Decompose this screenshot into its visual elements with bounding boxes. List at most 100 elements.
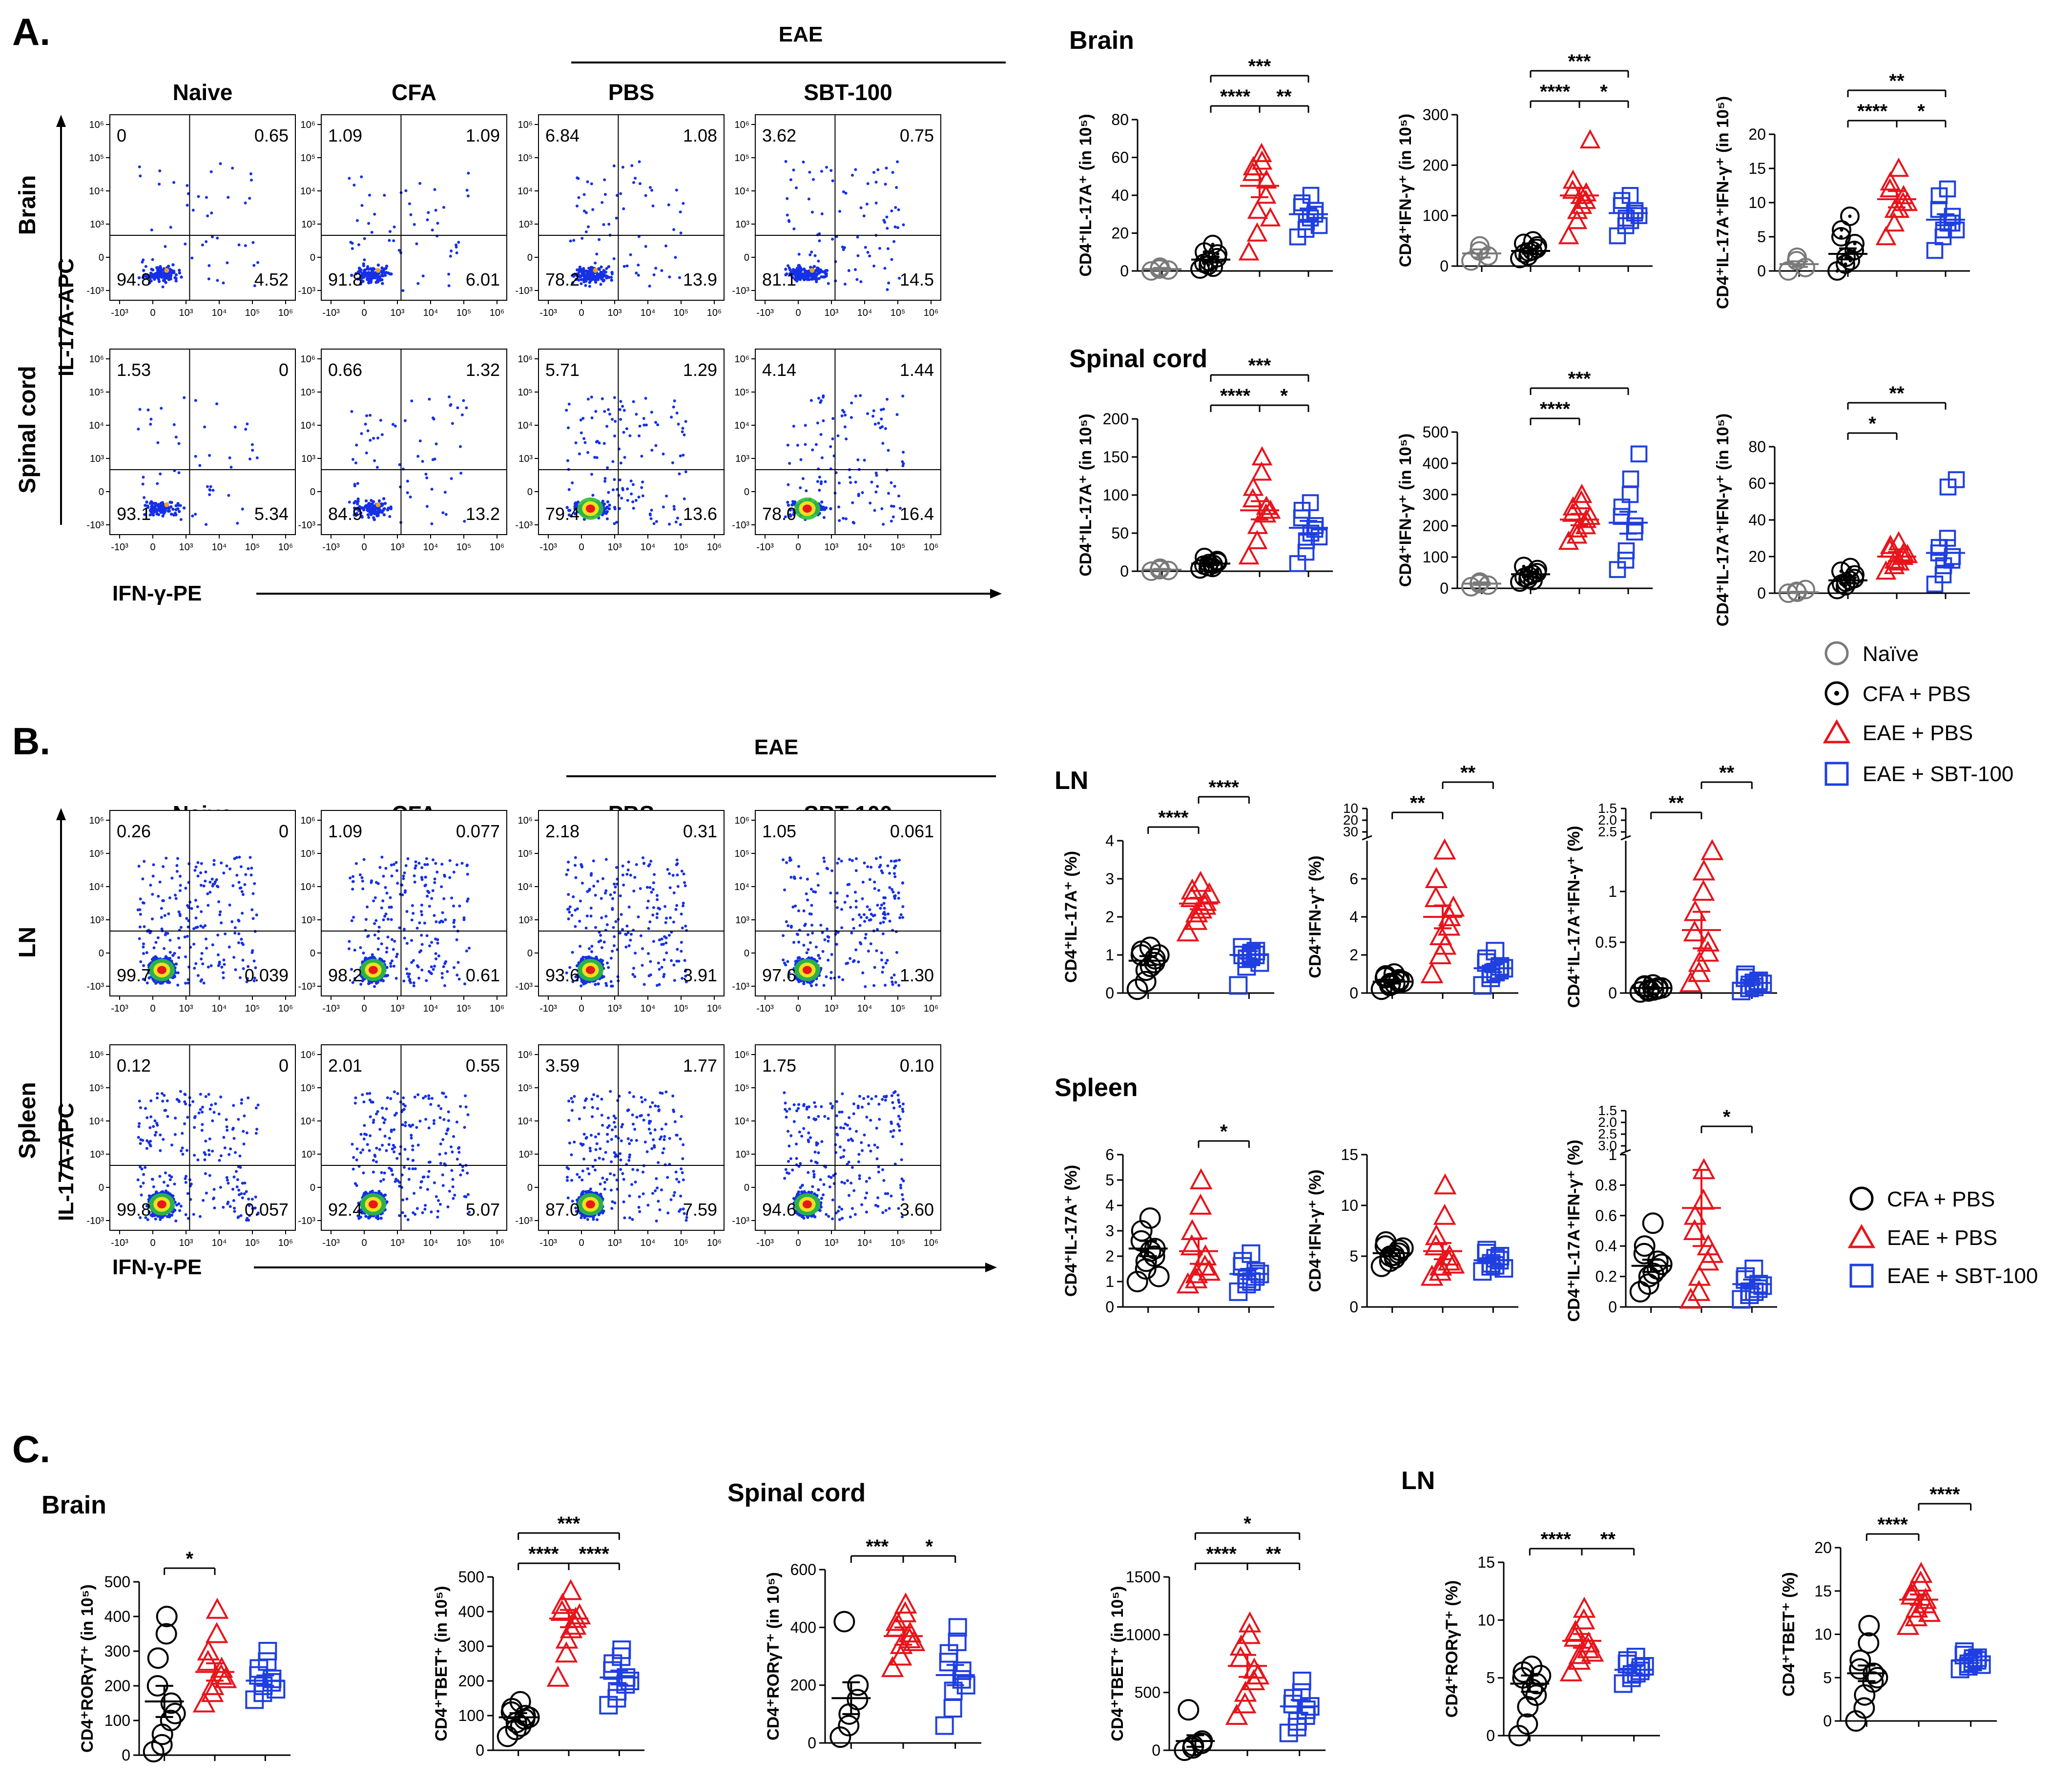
flow-dot <box>356 499 360 503</box>
flow-dot <box>901 460 904 463</box>
flow-dot <box>156 269 160 272</box>
flow-dot <box>621 166 624 169</box>
flow-col-heading-1: CFA <box>392 80 436 105</box>
flow-dot <box>800 272 804 276</box>
flow-y-tick-label: 0 <box>99 948 104 959</box>
flow-dot <box>375 279 379 283</box>
flow-dot <box>580 278 583 281</box>
flow-dot <box>640 486 643 489</box>
flow-dot <box>618 408 622 411</box>
flow-dot <box>586 451 590 454</box>
flow-dot <box>237 881 241 884</box>
flow-dot <box>581 268 585 272</box>
flow-dot <box>589 275 593 279</box>
flow-y-tick-label: -10³ <box>515 286 533 296</box>
flow-dot <box>607 223 611 226</box>
flow-dot <box>600 265 603 269</box>
flow-dot <box>151 268 155 271</box>
flow-dot <box>251 241 255 244</box>
flow-dot <box>199 871 203 874</box>
flow-dot <box>637 263 640 267</box>
flow-dot <box>168 277 172 281</box>
flow-x-tick-label: 10⁶ <box>278 308 293 318</box>
flow-dot <box>583 441 587 444</box>
flow-dot <box>606 500 610 504</box>
flow-dot <box>594 410 598 413</box>
flow-dot <box>641 494 644 497</box>
flow-dot <box>574 441 578 444</box>
flow-dot <box>835 235 838 238</box>
flow-quadrant-ll: 84.9 <box>328 504 362 524</box>
flow-dot <box>787 264 790 268</box>
flow-y-tick-label: 10⁴ <box>89 882 104 892</box>
flow-dot <box>385 270 388 274</box>
flow-dot <box>349 241 352 244</box>
flow-dot <box>359 282 362 286</box>
flow-dot <box>814 443 818 446</box>
flow-y-tick-label: 0 <box>310 252 315 263</box>
flow-dot <box>672 505 676 508</box>
flow-dot <box>169 505 173 509</box>
flow-dot <box>831 437 834 440</box>
flow-dot <box>137 427 140 431</box>
flow-dot <box>210 235 214 239</box>
flow-dot <box>137 865 141 868</box>
flow-dot <box>590 395 593 399</box>
flow-dot <box>813 254 817 257</box>
flow-dot <box>219 910 222 913</box>
flow-dot <box>604 506 608 510</box>
flow-x-tick-label: 10³ <box>825 308 839 318</box>
flow-dot <box>652 522 656 525</box>
flow-dot <box>816 480 819 483</box>
flow-dot <box>829 169 833 172</box>
flow-dot <box>409 213 413 216</box>
flow-dot <box>810 210 814 214</box>
flow-x-tick-label: 10⁴ <box>212 542 227 553</box>
flow-dot <box>363 237 366 240</box>
flow-dot <box>373 212 376 216</box>
flow-dot <box>665 495 668 497</box>
flow-dot <box>822 394 825 397</box>
flow-dot <box>142 476 145 479</box>
flow-dot <box>252 264 256 267</box>
flow-dot <box>603 193 607 196</box>
flow-dot <box>667 203 670 207</box>
flow-dot <box>368 193 371 197</box>
flow-dot <box>599 283 602 286</box>
flow-dot <box>350 273 353 277</box>
flow-dot <box>672 228 676 231</box>
flow-dot <box>359 274 363 278</box>
title-a-brain: Brain <box>1069 26 1134 55</box>
flow-dot <box>171 507 175 511</box>
flow-dot <box>379 418 382 422</box>
flow-dot <box>887 281 891 285</box>
flow-dot <box>178 946 181 949</box>
flow-dot <box>859 394 862 397</box>
flow-dot <box>675 412 679 414</box>
flow-dot <box>139 174 142 178</box>
flow-dot <box>610 278 614 282</box>
flow-dot <box>890 519 893 523</box>
flow-quadrant-ll: 94.8 <box>117 269 151 290</box>
flow-y-tick-label: 0 <box>744 252 749 263</box>
flow-dot <box>605 267 608 270</box>
flow-dot <box>857 494 860 497</box>
flow-dot <box>184 955 187 958</box>
flow-dot <box>430 522 434 525</box>
flow-dot <box>352 458 354 461</box>
flow-dot <box>671 461 674 464</box>
flow-dot <box>250 178 253 182</box>
flow-dot <box>637 273 640 277</box>
flow-dot <box>186 204 189 207</box>
flow-dot <box>791 268 795 271</box>
flow-quadrant-ur: 1.29 <box>683 360 717 380</box>
flow-dot <box>450 477 453 480</box>
flow-dot <box>364 499 368 503</box>
flow-dot <box>866 182 870 186</box>
flow-dot <box>253 284 256 288</box>
flow-dot <box>167 507 171 510</box>
flow-dot <box>255 913 258 916</box>
flow-dot <box>655 520 658 523</box>
flow-dot <box>610 275 613 279</box>
